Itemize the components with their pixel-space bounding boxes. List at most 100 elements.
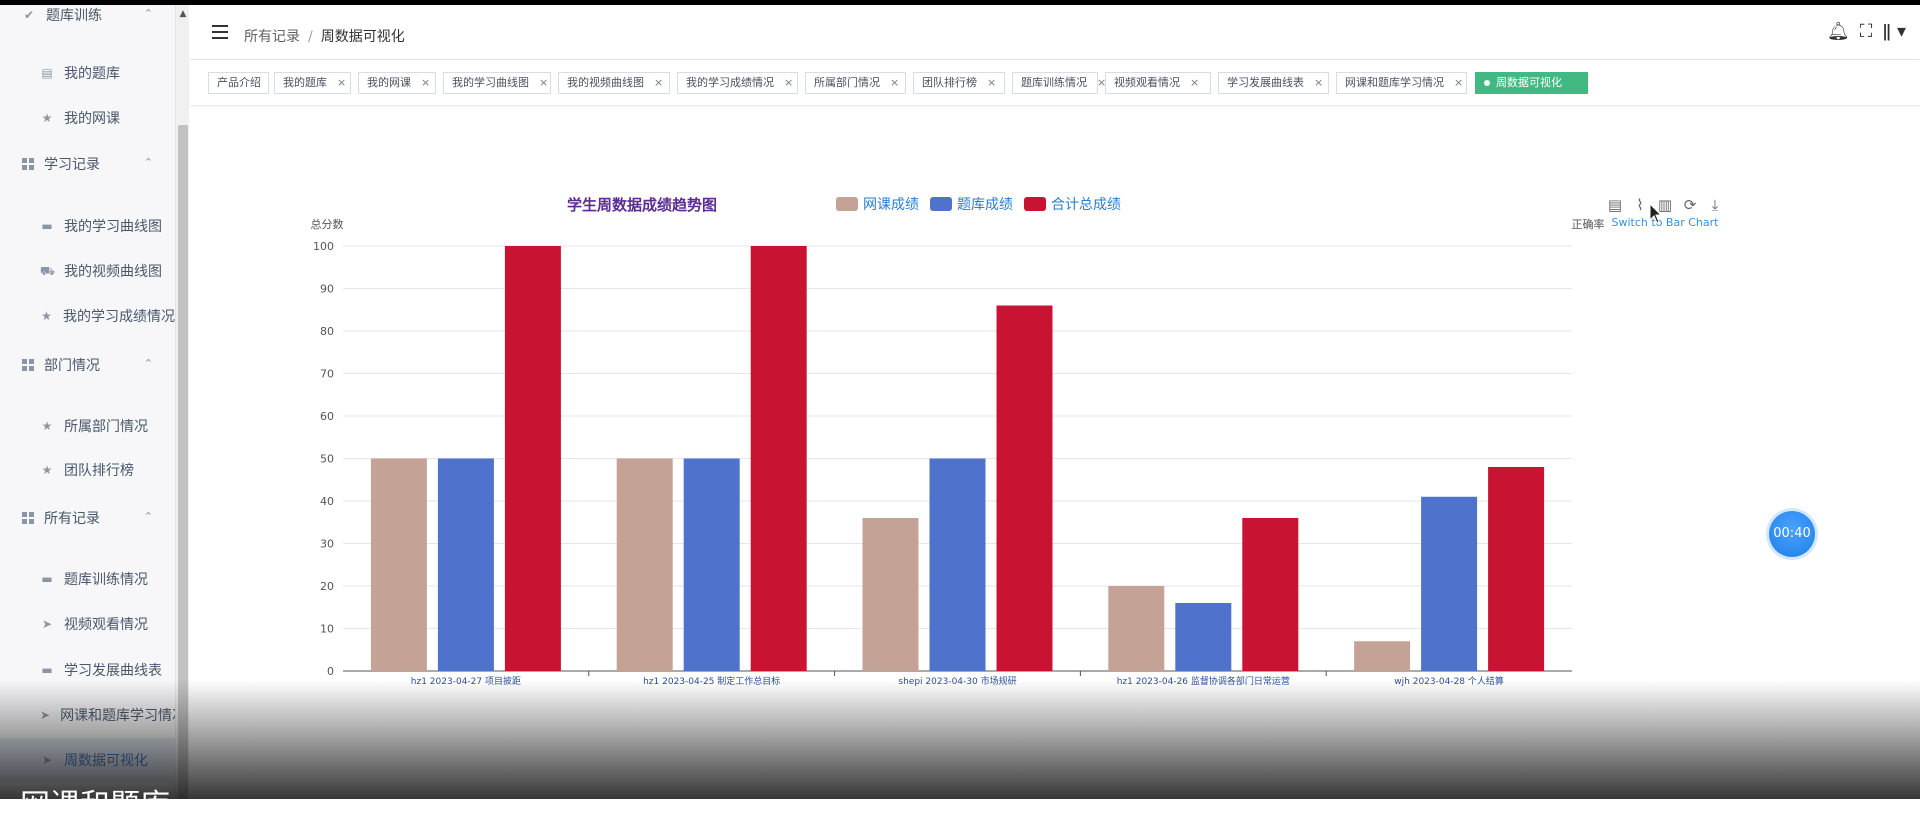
user-menu-icon[interactable]: ǁ ▾ <box>1882 21 1906 42</box>
breadcrumb-item[interactable]: 所有记录 <box>244 29 300 45</box>
bar-0-1[interactable] <box>616 458 673 672</box>
bar-0-0[interactable] <box>370 458 427 672</box>
close-icon[interactable]: × <box>1454 76 1464 89</box>
sidebar-item-label: 我的网课 <box>64 111 120 127</box>
sidebar-item-12[interactable]: ➤ 视频观看情况 <box>0 602 175 646</box>
tag-12[interactable]: 周数据可视化 <box>1475 72 1588 94</box>
star-icon: ★ <box>41 419 53 433</box>
chart-area: 学生周数据成绩趋势图 网课成绩 题库成绩 合计总成绩 总分数 正确率 0 10 20 30 40 50… <box>190 106 1920 799</box>
star-icon: ★ <box>41 111 53 125</box>
tag-0[interactable]: 产品介绍 <box>208 72 269 94</box>
sidebar-item-4[interactable]: ▬ 我的学习曲线图 <box>0 204 175 248</box>
sidebar-scrollbar[interactable]: ▲ <box>175 5 189 799</box>
legend-swatch-1[interactable] <box>930 197 952 211</box>
sidebar-item-label: 题库训练 <box>46 8 102 24</box>
sidebar-group-0[interactable]: ✔ 题库训练 ⌃ <box>0 5 175 37</box>
close-icon[interactable]: × <box>539 76 549 89</box>
y-tick-label-2: 20 <box>320 580 334 593</box>
legend-label-2[interactable]: 合计总成绩 <box>1051 197 1121 213</box>
chevron-up-icon[interactable]: ⌃ <box>143 156 153 169</box>
close-icon[interactable]: × <box>784 76 794 89</box>
toolbox-data-view-icon[interactable]: ▤ <box>1608 196 1622 214</box>
close-icon[interactable]: × <box>1097 76 1107 89</box>
close-icon[interactable]: × <box>987 76 997 89</box>
tag-9[interactable]: 视频观看情况 × <box>1105 72 1211 94</box>
tag-10[interactable]: 学习发展曲线表 × <box>1218 72 1329 94</box>
bar-2-2[interactable] <box>996 305 1053 672</box>
sidebar: ✔ 题库训练 ⌃ ▤ 我的题库 ★ 我的网课 学习记录 ⌃ ▬ 我的学习曲线图 ⛟ 我的视频曲线图 ★ 我的… <box>0 5 175 799</box>
sidebar-group-3[interactable]: 学习记录 ⌃ <box>0 142 175 186</box>
hamburger-icon[interactable] <box>212 25 228 39</box>
bell-icon[interactable]: 🔔︎ <box>1826 21 1850 42</box>
x-tick-label-0: hz1 2023-04-27 项目披距 <box>411 675 521 687</box>
tag-label: 题库训练情况 <box>1021 76 1087 89</box>
close-icon[interactable]: × <box>1314 76 1324 89</box>
sidebar-item-1[interactable]: ▤ 我的题库 <box>0 51 175 95</box>
bar-0-4[interactable] <box>1354 641 1411 671</box>
legend-label-0[interactable]: 网课成绩 <box>863 197 919 213</box>
tag-1[interactable]: 我的题库 × <box>274 72 351 94</box>
tag-6[interactable]: 所属部门情况 × <box>805 72 906 94</box>
bar-1-4[interactable] <box>1421 496 1478 671</box>
sidebar-item-6[interactable]: ★ 我的学习成绩情况 <box>0 294 175 338</box>
scroll-up-arrow-icon[interactable]: ▲ <box>179 9 187 19</box>
bar-0-3[interactable] <box>1108 586 1165 671</box>
toolbox-bar-icon[interactable]: ▥ <box>1658 196 1672 214</box>
tag-11[interactable]: 网课和题库学习情况 × <box>1336 72 1467 94</box>
tag-3[interactable]: 我的学习曲线图 × <box>443 72 551 94</box>
close-icon[interactable]: × <box>654 76 664 89</box>
bar-2-1[interactable] <box>750 246 807 671</box>
legend-label-1[interactable]: 题库成绩 <box>957 197 1013 213</box>
timer-badge[interactable]: 00:40 <box>1769 511 1815 557</box>
y-tick-label-8: 80 <box>320 325 334 338</box>
close-icon[interactable]: × <box>890 76 900 89</box>
bar-2-4[interactable] <box>1488 467 1545 671</box>
sidebar-item-5[interactable]: ⛟ 我的视频曲线图 <box>0 249 175 293</box>
tag-8[interactable]: 题库训练情况 × <box>1012 72 1106 94</box>
toolbox-save-icon[interactable]: ⤓ <box>1712 196 1719 214</box>
bar-1-1[interactable] <box>683 458 740 672</box>
sidebar-item-11[interactable]: ▬ 题库训练情况 <box>0 557 175 601</box>
tag-5[interactable]: 我的学习成绩情况 × <box>677 72 798 94</box>
bar-2-3[interactable] <box>1242 518 1299 671</box>
chevron-up-icon[interactable]: ⌃ <box>143 510 153 523</box>
sidebar-group-10[interactable]: 所有记录 ⌃ <box>0 496 175 540</box>
chevron-up-icon[interactable]: ⌃ <box>143 357 153 370</box>
bar-1-3[interactable] <box>1175 603 1232 671</box>
tag-7[interactable]: 团队排行榜 × <box>913 72 1005 94</box>
y-axis-label: 总分数 <box>311 217 344 231</box>
sidebar-item-13[interactable]: ▬ 学习发展曲线表 <box>0 648 175 692</box>
bar-2-0[interactable] <box>504 246 561 671</box>
tag-2[interactable]: 我的网课 × <box>358 72 436 94</box>
bar-1-0[interactable] <box>437 458 494 672</box>
tag-4[interactable]: 我的视频曲线图 × <box>558 72 670 94</box>
legend-swatch-2[interactable] <box>1024 197 1046 211</box>
star-icon: ★ <box>41 463 53 477</box>
sidebar-item-9[interactable]: ★ 团队排行榜 <box>0 448 175 492</box>
toolbox-restore-icon[interactable]: ⟳ <box>1684 196 1697 214</box>
bar-1-2[interactable] <box>929 458 986 672</box>
y-tick-label-7: 70 <box>320 368 334 381</box>
close-icon[interactable]: × <box>421 76 431 89</box>
legend-swatch-0[interactable] <box>836 197 858 211</box>
sidebar-item-14[interactable]: ➤ 网课和题库学习情况 <box>0 693 175 737</box>
sidebar-item-2[interactable]: ★ 我的网课 <box>0 96 175 140</box>
mouse-cursor-icon <box>1649 202 1663 224</box>
toolbox-line-icon[interactable]: ⌇ <box>1636 196 1643 214</box>
sidebar-group-7[interactable]: 部门情况 ⌃ <box>0 343 175 387</box>
y-tick-label-5: 50 <box>320 453 334 466</box>
grid-icon <box>22 359 34 371</box>
bar-0-2[interactable] <box>862 518 919 671</box>
scroll-thumb[interactable] <box>178 125 188 799</box>
sidebar-item-15[interactable]: ➤ 周数据可视化 <box>0 738 175 782</box>
sidebar-item-label: 我的学习曲线图 <box>64 219 162 235</box>
location-pin-icon <box>1484 80 1490 86</box>
send-icon: ➤ <box>41 617 53 631</box>
sidebar-item-8[interactable]: ★ 所属部门情况 <box>0 404 175 448</box>
close-icon[interactable]: × <box>337 76 347 89</box>
fullscreen-icon[interactable]: ⛶ <box>1859 21 1873 42</box>
close-icon[interactable]: × <box>1190 76 1200 89</box>
tag-label: 周数据可视化 <box>1496 76 1562 89</box>
chevron-up-icon[interactable]: ⌃ <box>143 7 153 20</box>
